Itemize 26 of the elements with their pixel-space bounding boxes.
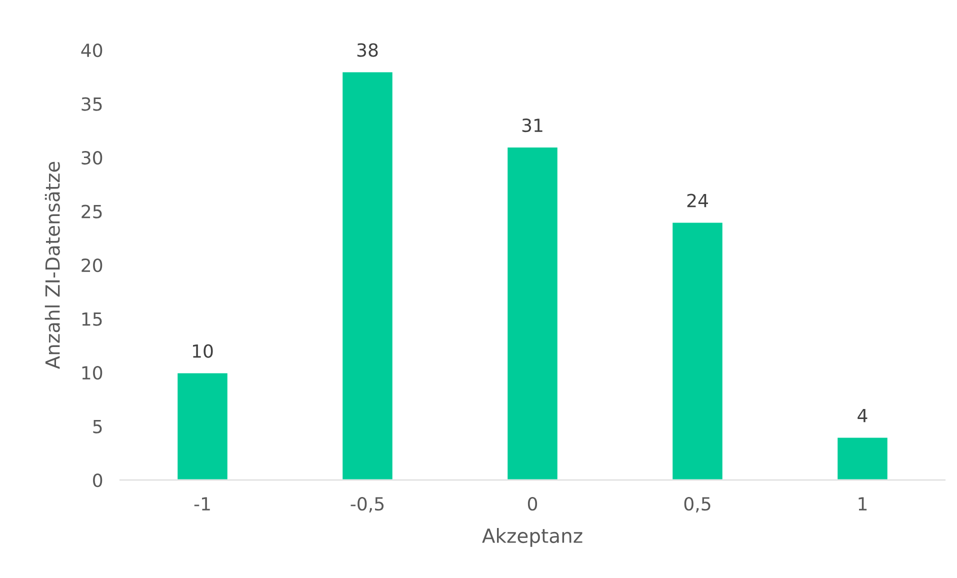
y-axis-title: Anzahl ZI-Datensätze: [44, 162, 60, 370]
bar: [671, 221, 724, 480]
y-tick-label: 10: [82, 366, 102, 380]
data-label: 38: [357, 43, 378, 57]
y-tick-label: 30: [82, 150, 102, 165]
bar: [176, 372, 229, 480]
data-label: 24: [687, 194, 708, 208]
data-label: 10: [192, 344, 213, 358]
x-tick-label: 0: [528, 496, 538, 511]
data-label: 31: [522, 118, 542, 132]
y-tick-label: 20: [82, 258, 102, 272]
x-tick-label: -0,5: [350, 496, 384, 512]
y-tick-label: 35: [82, 97, 102, 111]
data-label: 4: [858, 408, 868, 422]
x-axis-title: Akzeptanz: [482, 528, 582, 547]
y-tick-label: 0: [93, 473, 102, 488]
x-tick-label: 0,5: [684, 496, 710, 512]
bar: [836, 436, 889, 480]
bar: [506, 146, 559, 480]
y-tick-label: 25: [82, 204, 102, 218]
x-tick-label: -1: [194, 497, 210, 510]
y-tick-label: 40: [81, 43, 102, 58]
y-tick-label: 15: [82, 312, 102, 326]
x-tick-label: 1: [858, 497, 867, 510]
y-tick-label: 5: [93, 420, 102, 434]
bar: [341, 70, 394, 480]
